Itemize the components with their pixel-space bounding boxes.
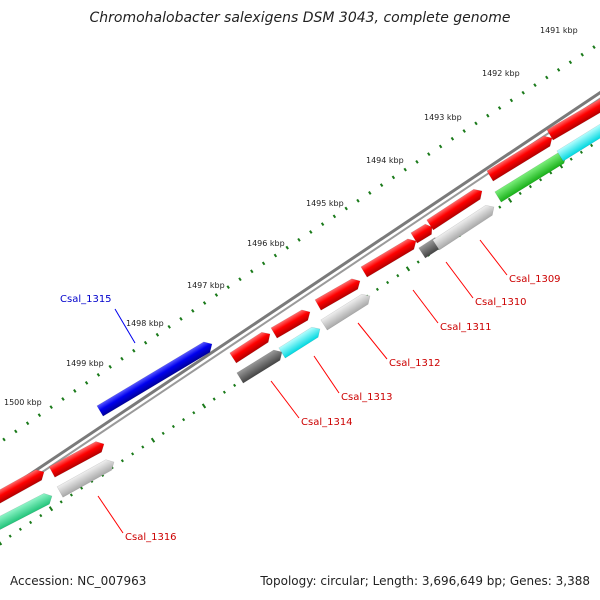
label-leaders bbox=[97, 239, 508, 534]
scale-label: 1495 kbp bbox=[306, 199, 344, 208]
cds-block-csal-1312 bbox=[320, 293, 371, 331]
leader-line bbox=[357, 322, 388, 360]
leader-line bbox=[445, 261, 474, 299]
cds-block-e bbox=[426, 188, 483, 231]
gene-label: Csal_1309 bbox=[509, 274, 561, 285]
scale-label: 1491 kbp bbox=[540, 26, 578, 35]
cds-block-a bbox=[229, 331, 271, 364]
leader-line bbox=[313, 355, 340, 394]
scale-label: 1492 kbp bbox=[482, 69, 520, 78]
cds-block-left bbox=[0, 469, 45, 508]
genome-summary-text: Topology: circular; Length: 3,696,649 bp… bbox=[260, 574, 590, 588]
cds-block-cyan-right bbox=[556, 122, 600, 162]
gene-label: Csal_1313 bbox=[341, 392, 393, 403]
cds-block-b bbox=[270, 309, 311, 339]
cds-block-f bbox=[486, 135, 553, 182]
rna-block-left bbox=[0, 493, 53, 534]
cds-block-csal-1309 bbox=[432, 205, 495, 251]
cds-block-csal-1311 bbox=[360, 238, 417, 278]
gene-label: Csal_1310 bbox=[475, 297, 527, 308]
leader-line bbox=[97, 495, 124, 534]
scale-tick-track bbox=[2, 45, 596, 442]
gene-label: Csal_1315 bbox=[60, 294, 112, 305]
scale-label: 1497 kbp bbox=[187, 281, 225, 290]
cds-block-csal-1316-top bbox=[48, 441, 105, 478]
accession-text: Accession: NC_007963 bbox=[10, 574, 147, 588]
cds-block-c bbox=[314, 278, 361, 311]
cds-block-d bbox=[410, 223, 433, 244]
leader-line bbox=[412, 289, 439, 324]
scale-label: 1496 kbp bbox=[247, 239, 285, 248]
cds-block-csal-1314 bbox=[236, 349, 283, 384]
gene-label: Csal_1314 bbox=[301, 417, 353, 428]
scale-label: 1494 kbp bbox=[366, 156, 404, 165]
map-title: Chromohalobacter salexigens DSM 3043, co… bbox=[89, 10, 511, 26]
cds-block-csal-1313 bbox=[278, 326, 321, 359]
gene-labels: Csal_1309 Csal_1310 Csal_1311 Csal_1312 Csal… bbox=[60, 274, 561, 543]
leader-line bbox=[114, 308, 136, 344]
cds-block-csal-1316 bbox=[56, 459, 115, 498]
scale-labels: 1491 kbp 1492 kbp 1493 kbp 1494 kbp 1495 kbp… bbox=[4, 26, 578, 407]
scale-label: 1493 kbp bbox=[424, 113, 462, 122]
cds-block-csal-1315 bbox=[96, 341, 213, 417]
gene-label: Csal_1312 bbox=[389, 358, 441, 369]
scale-label: 1499 kbp bbox=[66, 359, 104, 368]
leader-line bbox=[270, 380, 300, 419]
cds-block-green bbox=[494, 152, 567, 203]
scale-label: 1500 kbp bbox=[4, 398, 42, 407]
leader-line bbox=[479, 239, 508, 276]
scale-label: 1498 kbp bbox=[126, 319, 164, 328]
cds-block-g bbox=[546, 97, 600, 141]
gene-label: Csal_1311 bbox=[440, 322, 492, 333]
feature-track bbox=[0, 97, 600, 534]
gene-label: Csal_1316 bbox=[125, 532, 177, 543]
